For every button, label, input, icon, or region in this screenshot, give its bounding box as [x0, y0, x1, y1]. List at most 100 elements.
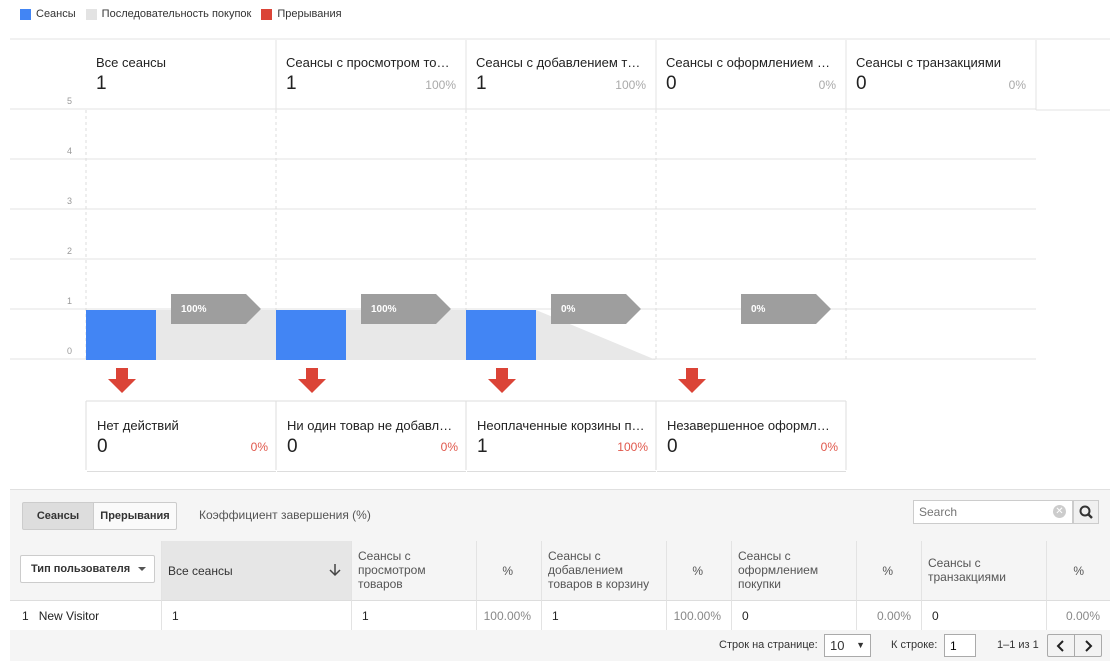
- search-input[interactable]: [914, 501, 1044, 523]
- cell-pct: 100.00%: [667, 601, 732, 630]
- y-tick-label: 5: [67, 96, 72, 106]
- chart-legend: Сеансы Последовательность покупок Прерыв…: [20, 8, 352, 20]
- stage-bar[interactable]: [276, 310, 346, 360]
- dropoff-card-no-cart[interactable]: Ни один товар не добавлен в корзину 0 0%: [277, 402, 466, 472]
- col-header-pct[interactable]: %: [857, 541, 922, 601]
- chevron-down-icon: [138, 567, 146, 571]
- y-tick-label: 2: [67, 246, 72, 256]
- stage-bars: [86, 310, 536, 360]
- goto-row-input[interactable]: [944, 634, 976, 657]
- stage-bar[interactable]: [86, 310, 156, 360]
- dropoff-name: Незавершенное оформление покупки: [667, 418, 836, 433]
- clear-icon[interactable]: ✕: [1053, 505, 1066, 518]
- dimension-select[interactable]: Тип пользователя: [20, 555, 155, 583]
- prev-page-button[interactable]: [1047, 634, 1075, 657]
- stage-name: Сеансы с транзакциями: [856, 55, 1002, 70]
- col-header-label: Сеансы с просмотром товаров: [358, 549, 426, 591]
- conversion-label: 0%: [751, 304, 766, 315]
- dimension-label: Тип пользователя: [31, 563, 131, 575]
- abandon-arrow-icon: [298, 368, 326, 393]
- search-icon: [1079, 505, 1093, 519]
- y-tick-label: 0: [67, 346, 72, 356]
- stage-pct: 100%: [425, 78, 456, 92]
- col-header-label: Сеансы с оформлением покупки: [738, 549, 819, 591]
- conversion-arrow: [741, 294, 831, 324]
- col-header-transactions[interactable]: Сеансы с транзакциями: [922, 541, 1047, 601]
- conversion-arrow: [551, 294, 641, 324]
- abandon-arrows: [108, 368, 706, 393]
- dropoff-value: 0: [97, 436, 108, 457]
- abandon-arrow-icon: [108, 368, 136, 393]
- col-header-add-to-cart[interactable]: Сеансы с добавлением товаров в корзину: [542, 541, 667, 601]
- y-tick-label: 1: [67, 296, 72, 306]
- row-dimension-link[interactable]: New Visitor: [38, 608, 100, 623]
- conversion-label: 100%: [371, 304, 397, 315]
- stage-value: 0: [666, 73, 677, 94]
- col-header-all-sessions[interactable]: Все сеансы: [162, 541, 352, 601]
- col-header-pct[interactable]: %: [667, 541, 732, 601]
- tab-abandon[interactable]: Прерывания: [93, 502, 177, 530]
- col-header-label: Все сеансы: [168, 564, 233, 578]
- cell-value: 1: [542, 601, 667, 630]
- abandon-arrow-icon: [488, 368, 516, 393]
- dropoff-card-cart-abandon[interactable]: Неоплаченные корзины покупок 1 100%: [467, 402, 656, 472]
- next-page-button[interactable]: [1074, 634, 1102, 657]
- row-index: 1: [22, 608, 29, 623]
- stage-name: Все сеансы: [96, 55, 166, 70]
- stage-value: 1: [476, 73, 487, 94]
- col-header-pct[interactable]: %: [477, 541, 542, 601]
- tab-sessions[interactable]: Сеансы: [22, 502, 94, 530]
- stage-name: Сеансы с добавлением товаров в корзину: [476, 55, 646, 70]
- stage-bar[interactable]: [466, 310, 536, 360]
- stage-card-all-sessions[interactable]: Все сеансы 1: [86, 40, 276, 110]
- dropoff-pct: 0%: [250, 440, 268, 454]
- completion-rate-link[interactable]: Коэффициент завершения (%): [199, 508, 371, 522]
- chevron-left-icon: [1056, 640, 1064, 652]
- legend-swatch: [20, 8, 31, 20]
- stage-value: 1: [96, 73, 107, 94]
- stage-value: 1: [286, 73, 297, 94]
- conversion-label: 100%: [181, 304, 207, 315]
- stage-card-checkout[interactable]: Сеансы с оформлением покупки 0 0%: [656, 40, 846, 110]
- chevron-right-icon: [1085, 640, 1093, 652]
- col-header-label: %: [502, 564, 513, 578]
- col-header-label: %: [1073, 564, 1084, 578]
- table-toolbar: Сеансы Прерывания Коэффициент завершения…: [10, 489, 1110, 541]
- cell-pct: 0.00%: [1065, 608, 1100, 623]
- col-header-product-views[interactable]: Сеансы с просмотром товаров: [352, 541, 477, 601]
- stage-card-product-views[interactable]: Сеансы с просмотром товаров 1 100%: [276, 40, 466, 110]
- dropoff-value: 0: [287, 436, 298, 457]
- stage-pct: 0%: [1008, 78, 1026, 92]
- dropoff-pct: 0%: [820, 440, 838, 454]
- legend-item-sequence: Последовательность покупок: [85, 8, 252, 20]
- rows-per-page-select[interactable]: 10 ▼: [824, 634, 871, 657]
- dropoff-card-checkout-abandon[interactable]: Незавершенное оформление покупки 0 0%: [657, 402, 846, 472]
- legend-label: Прерывания: [277, 8, 342, 20]
- cell-value: 0: [922, 601, 1047, 630]
- dropoff-pct: 0%: [440, 440, 458, 454]
- cell-pct: 100.00%: [477, 601, 542, 630]
- dimension-header: Тип пользователя: [10, 541, 162, 601]
- col-header-checkout[interactable]: Сеансы с оформлением покупки: [732, 541, 857, 601]
- dropoff-card-no-action[interactable]: Нет действий 0 0%: [87, 402, 276, 472]
- y-tick-label: 4: [67, 146, 72, 156]
- search-button[interactable]: [1073, 500, 1099, 524]
- col-header-pct[interactable]: %: [1047, 541, 1110, 601]
- legend-swatch: [85, 8, 97, 20]
- chevron-down-icon: ▼: [856, 640, 865, 650]
- conversion-arrow: [361, 294, 451, 324]
- dropoff-name: Нет действий: [97, 418, 179, 433]
- row-dimension-cell: 1 New Visitor: [10, 601, 162, 630]
- col-header-label: Сеансы с добавлением товаров в корзину: [548, 549, 650, 591]
- legend-label: Последовательность покупок: [101, 8, 252, 20]
- abandon-arrow-icon: [678, 368, 706, 393]
- y-tick-label: 3: [67, 196, 72, 206]
- rows-per-page-label: Строк на странице:: [719, 639, 818, 651]
- table-footer: Строк на странице: 10 ▼ К строке: 1–1 из…: [10, 630, 1110, 661]
- stage-card-add-to-cart[interactable]: Сеансы с добавлением товаров в корзину 1…: [466, 40, 656, 110]
- stage-value: 0: [856, 73, 867, 94]
- goto-row-label: К строке:: [891, 639, 938, 651]
- stage-card-transactions[interactable]: Сеансы с транзакциями 0 0%: [846, 40, 1036, 110]
- cell-value: 1: [352, 601, 477, 630]
